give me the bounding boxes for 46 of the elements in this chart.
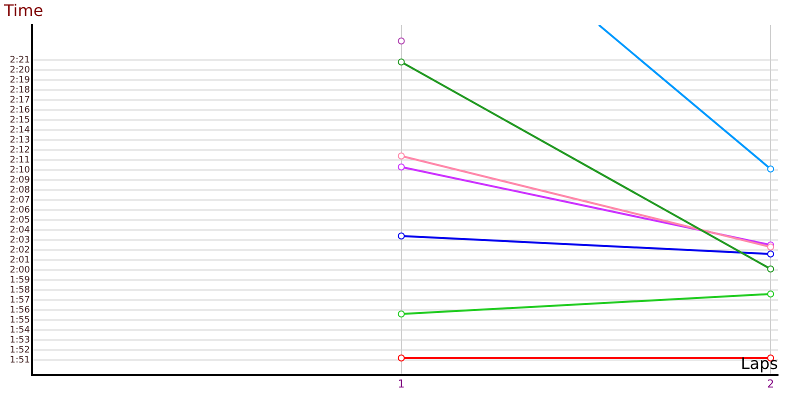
y-tick-label: 2:03: [10, 235, 30, 246]
y-tick-label: 2:02: [10, 245, 30, 256]
y-tick-label: 2:07: [10, 195, 30, 206]
x-tick-label: 2: [767, 377, 774, 390]
y-tick-label: 1:51: [10, 355, 30, 366]
y-tick-label: 2:04: [10, 225, 30, 236]
point: [398, 152, 405, 160]
y-tick-label: 2:13: [10, 135, 30, 146]
point: [398, 164, 405, 170]
y-tick-label: 2:01: [10, 255, 30, 266]
y-tick-label: 1:57: [10, 295, 30, 306]
y-axis-title: Time: [3, 1, 44, 20]
y-tick-label: 2:16: [10, 105, 30, 116]
point: [767, 266, 774, 272]
x-axis-title: Laps: [740, 354, 778, 374]
y-tick-label: 2:21: [10, 55, 30, 66]
y-tick-label: 2:08: [10, 185, 30, 196]
y-tick-label: 2:05: [10, 215, 30, 226]
y-tick-label: 2:09: [10, 175, 30, 186]
y-tick-label: 1:55: [10, 315, 30, 326]
x-tick-label: 1: [398, 377, 405, 390]
point: [398, 310, 405, 318]
y-tick-label: 2:17: [10, 95, 30, 106]
y-tick-label: 2:14: [10, 125, 30, 136]
y-tick-label: 1:52: [10, 345, 30, 356]
y-tick-label: 1:59: [10, 275, 30, 286]
y-tick-label: 2:10: [10, 165, 30, 176]
y-tick-label: 2:15: [10, 115, 30, 126]
y-tick-label: 2:12: [10, 145, 30, 156]
y-tick-label: 1:56: [10, 305, 30, 316]
y-tick-label: 2:19: [10, 75, 30, 86]
y-tick-label: 2:18: [10, 85, 30, 96]
y-tick-label: 2:00: [10, 265, 30, 276]
y-tick-label: 1:54: [10, 325, 30, 336]
y-tick-label: 1:58: [10, 285, 30, 296]
point: [398, 38, 405, 44]
y-tick-label: 1:53: [10, 335, 30, 346]
point: [398, 58, 405, 66]
y-tick-label: 2:11: [10, 155, 30, 166]
point: [767, 166, 774, 172]
point: [767, 290, 774, 298]
y-tick-label: 2:06: [10, 205, 30, 216]
point: [398, 232, 405, 240]
point: [398, 354, 405, 362]
y-tick-label: 2:20: [10, 65, 30, 76]
point: [767, 250, 774, 258]
